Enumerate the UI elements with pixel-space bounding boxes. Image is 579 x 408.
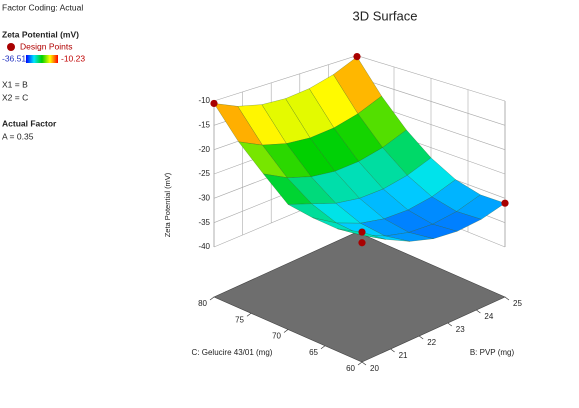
x-tick: [504, 296, 510, 301]
y-tick-label: 75: [235, 315, 244, 324]
x-tick: [390, 348, 395, 353]
y-tick-label: 65: [309, 348, 318, 357]
y-tick: [357, 361, 363, 366]
z-tick-label: -10: [198, 96, 210, 105]
factor-note: X1 = B: [2, 79, 28, 89]
y-tick: [283, 329, 289, 333]
x-tick-label: 22: [427, 338, 436, 347]
z-tick-label: -25: [198, 169, 210, 178]
z-tick-label: -15: [198, 120, 210, 129]
y-tick-label: 80: [198, 299, 207, 308]
x-tick-label: 23: [456, 325, 465, 334]
colorbar-min: -36.51: [2, 53, 26, 63]
x-tick: [361, 361, 367, 366]
chart-title: 3D Surface: [352, 8, 417, 23]
factor-note: X2 = C: [2, 92, 28, 102]
legend-title: Zeta Potential (mV): [2, 29, 79, 39]
colorbar: [26, 55, 58, 63]
design-point: [210, 99, 218, 108]
x-tick-label: 20: [370, 364, 379, 373]
y-axis-label: C: Gelucire 43/01 (mg): [192, 348, 273, 357]
x-tick: [447, 322, 453, 327]
z-tick-label: -20: [198, 145, 210, 154]
x-tick: [476, 309, 481, 314]
factor-coding: Factor Coding: Actual: [2, 2, 83, 12]
design-point: [358, 239, 366, 247]
design-point: [353, 53, 361, 61]
design-point: [501, 199, 509, 207]
x-tick-label: 25: [513, 299, 522, 308]
legend-point: [7, 43, 15, 51]
actual-factor-title: Actual Factor: [2, 118, 57, 128]
legend-points-label: Design Points: [20, 41, 72, 51]
z-tick-label: -40: [198, 242, 210, 251]
x-axis-label: B: PVP (mg): [470, 348, 515, 357]
z-axis-label: Zeta Potential (mV): [163, 172, 172, 237]
y-tick: [246, 312, 252, 317]
x-tick: [418, 335, 424, 340]
actual-factor: A = 0.35: [2, 131, 34, 141]
z-tick-label: -30: [198, 193, 210, 202]
y-tick: [209, 296, 215, 301]
y-tick-label: 70: [272, 332, 281, 341]
z-tick-label: -35: [198, 218, 210, 227]
x-tick-label: 24: [484, 312, 493, 321]
y-tick: [320, 345, 326, 350]
x-tick-label: 21: [399, 351, 408, 360]
contour-floor: [213, 231, 506, 363]
design-point: [358, 228, 366, 236]
y-tick-label: 60: [346, 364, 355, 373]
colorbar-max: -10.23: [61, 53, 85, 63]
